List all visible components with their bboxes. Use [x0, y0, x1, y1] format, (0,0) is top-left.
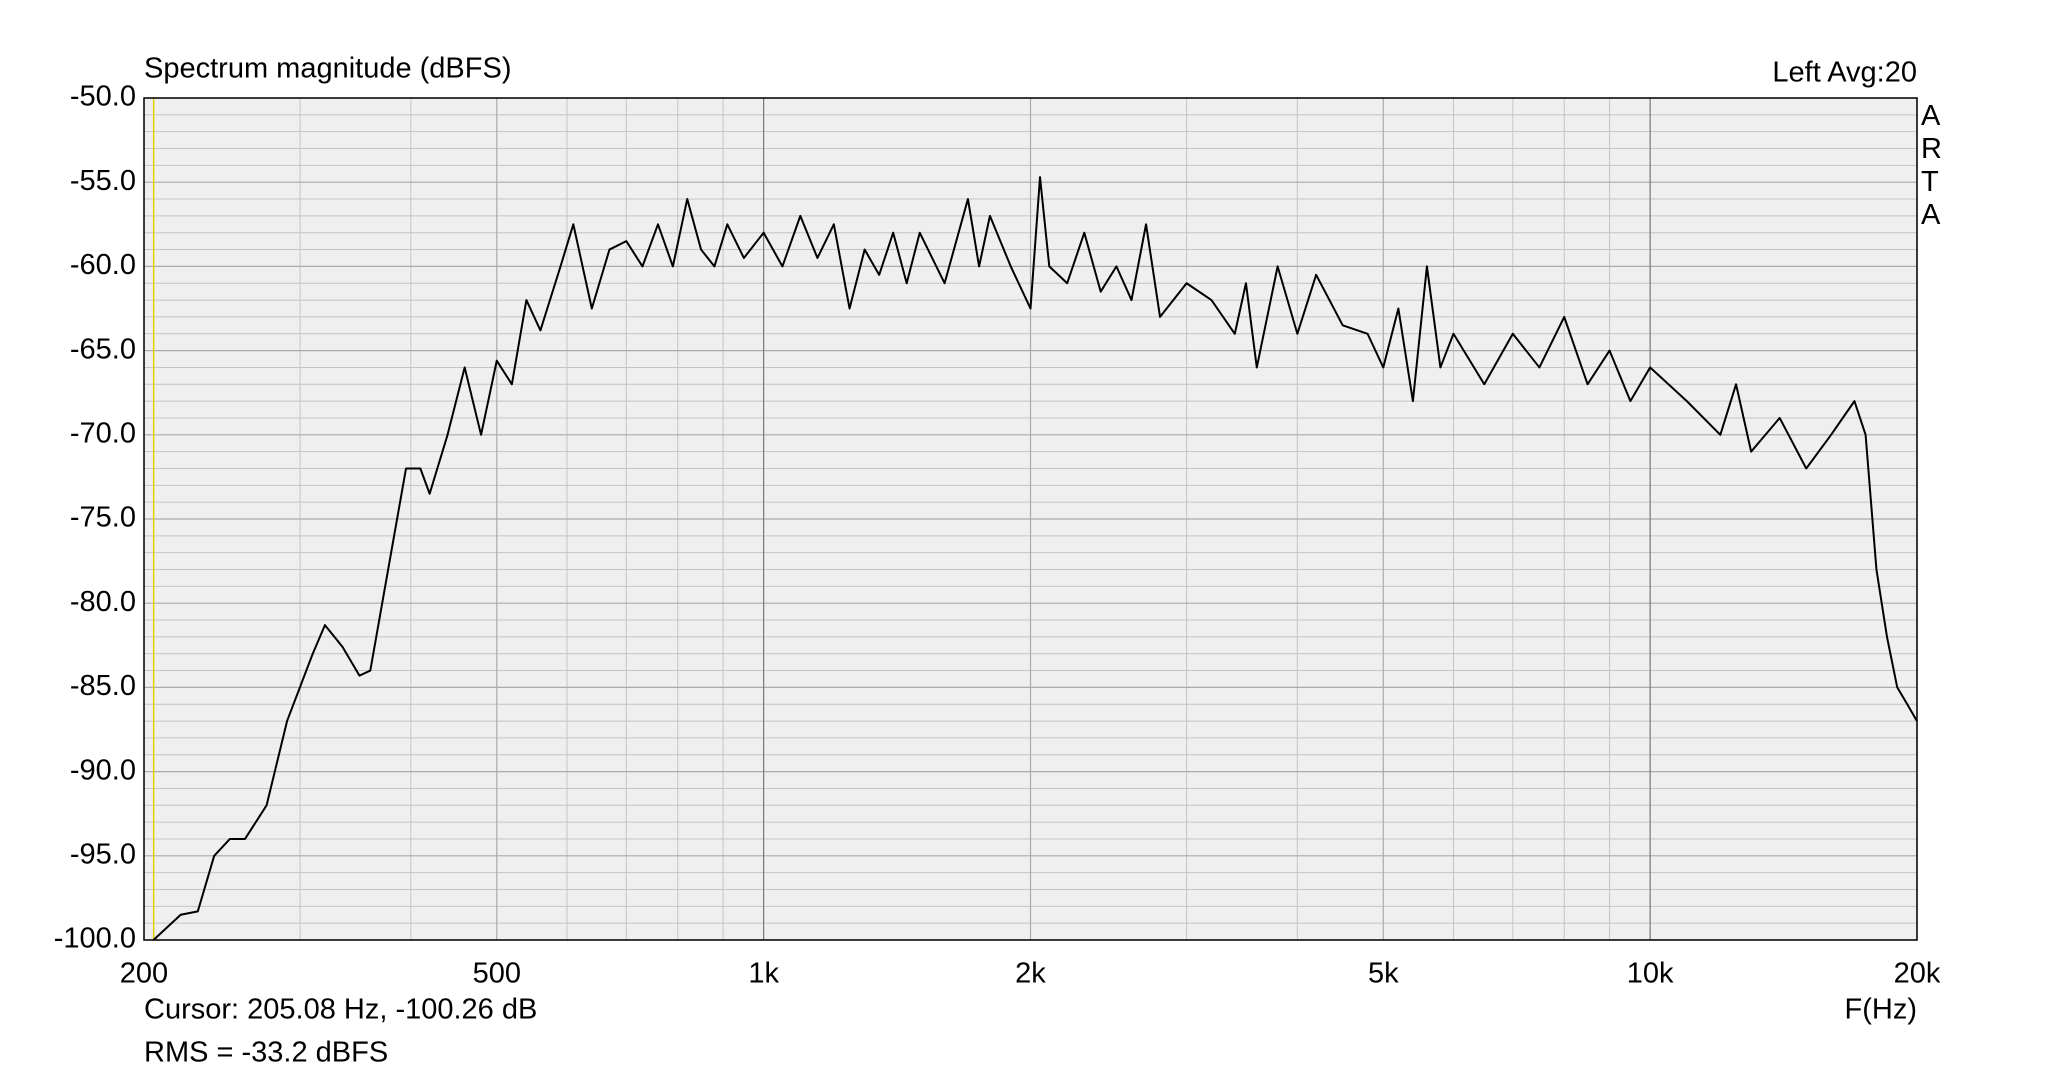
y-tick-label: -100.0 — [54, 923, 136, 955]
x-axis-label: F(Hz) — [1845, 994, 1917, 1026]
chart-title: Spectrum magnitude (dBFS) — [144, 53, 511, 85]
x-tick-label: 20k — [1894, 958, 1941, 990]
y-tick-label: -55.0 — [70, 165, 136, 197]
y-tick-label: -85.0 — [70, 670, 136, 702]
y-tick-label: -65.0 — [70, 333, 136, 365]
y-tick-label: -75.0 — [70, 502, 136, 534]
y-tick-label: -80.0 — [70, 586, 136, 618]
x-tick-label: 10k — [1627, 958, 1674, 990]
y-tick-label: -60.0 — [70, 249, 136, 281]
plot-border — [143, 97, 1918, 941]
cursor-text: Cursor: 205.08 Hz, -100.26 dB — [144, 994, 537, 1026]
x-tick-label: 200 — [120, 958, 168, 990]
x-tick-label: 2k — [1015, 958, 1046, 990]
x-tick-label: 5k — [1368, 958, 1399, 990]
y-tick-label: -70.0 — [70, 417, 136, 449]
y-tick-label: -90.0 — [70, 754, 136, 786]
x-tick-label: 500 — [473, 958, 521, 990]
y-tick-label: -95.0 — [70, 838, 136, 870]
spectrum-line — [152, 176, 1918, 941]
rms-text: RMS = -33.2 dBFS — [144, 1037, 388, 1069]
channel-label: Left Avg:20 — [1772, 57, 1917, 89]
watermark: ARTA — [1921, 100, 1942, 231]
x-tick-label: 1k — [748, 958, 779, 990]
y-tick-label: -50.0 — [70, 81, 136, 113]
